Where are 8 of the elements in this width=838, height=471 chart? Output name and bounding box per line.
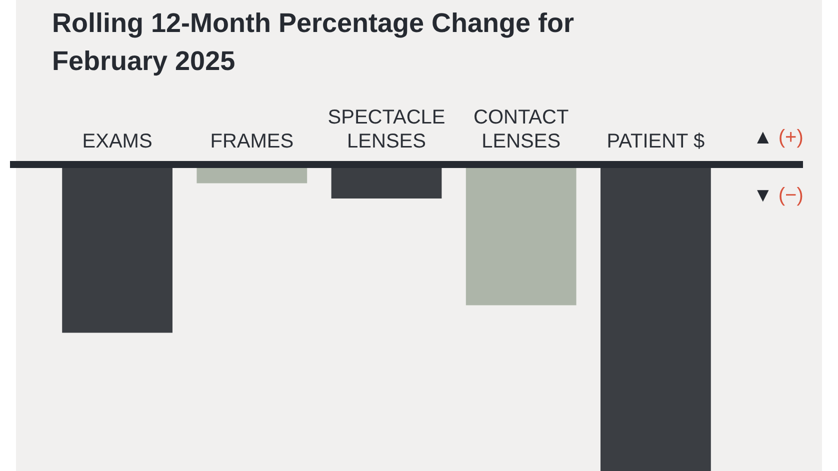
chart-title: Rolling 12-Month Percentage Change for February 2025	[52, 7, 576, 78]
text: ▲ (+)	[753, 126, 804, 149]
annotation: ▼ (−)	[753, 184, 804, 207]
x-tick-label: SPECTACLE LENSES	[328, 106, 446, 153]
x-tick-label: FRAMES	[210, 130, 294, 153]
x-tick-label: CONTACT LENSES	[474, 106, 569, 153]
x-tick-label: EXAMS	[82, 130, 152, 153]
x-tick-label: PATIENT $	[606, 130, 705, 153]
